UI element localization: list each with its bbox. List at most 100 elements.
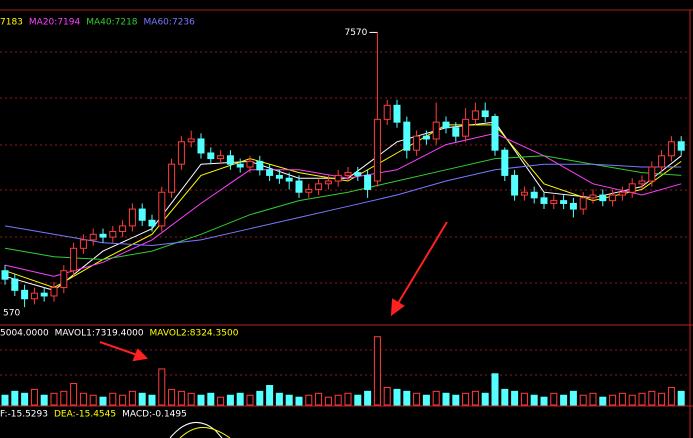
volume-bar — [138, 392, 146, 406]
volume-bar — [393, 388, 401, 406]
candle-body — [511, 174, 519, 196]
candle-body — [109, 230, 117, 238]
candle-body — [452, 127, 460, 137]
volume-bar — [511, 390, 519, 406]
legend-entry: DEA:-15.4545 — [54, 410, 116, 420]
volume-bar — [648, 390, 656, 406]
candle-body — [393, 104, 401, 123]
volume-bar — [324, 396, 332, 406]
candle-body — [177, 141, 185, 165]
candle-body — [207, 152, 215, 160]
volume-bar — [295, 396, 303, 406]
volume-bar — [60, 390, 68, 406]
candle-body — [364, 174, 372, 190]
candle-body — [187, 138, 195, 143]
volume-bar — [128, 390, 136, 406]
candle-body — [226, 155, 234, 165]
volume-bar — [256, 390, 264, 406]
arrow-head — [132, 348, 149, 362]
legend-entry: 7183 — [0, 18, 23, 28]
ma-line — [4, 155, 682, 261]
volume-bar — [70, 383, 78, 406]
candle-body — [354, 172, 362, 176]
volume-bar — [40, 394, 48, 406]
volume-bar — [79, 392, 87, 406]
volume-bar — [89, 394, 97, 406]
candle-body — [236, 163, 244, 168]
volume-bar — [305, 394, 313, 406]
volume-bar — [481, 392, 489, 406]
volume-bar — [187, 392, 195, 406]
volume-bar — [354, 394, 362, 406]
volume-bar — [207, 392, 215, 406]
volume-bar — [21, 392, 29, 406]
volume-bar — [618, 392, 626, 406]
candle-body — [285, 177, 293, 182]
volume-bar — [344, 392, 352, 406]
ma-line — [4, 163, 682, 247]
candle-body — [501, 149, 509, 176]
volume-bar — [609, 394, 617, 406]
arrow-head — [390, 298, 405, 317]
candle-body — [569, 202, 577, 210]
candle-body — [432, 121, 440, 140]
candle-body — [11, 278, 19, 291]
volume-bar — [471, 390, 479, 406]
volume-bar — [442, 392, 450, 406]
candle-body — [334, 174, 342, 182]
candle-body — [138, 208, 146, 221]
candle-body — [471, 110, 479, 120]
candle-body — [491, 116, 499, 151]
volume-bar — [226, 394, 234, 406]
candle-body — [324, 180, 332, 185]
legend-entry: MA60:7236 — [144, 18, 196, 28]
candle-body — [677, 141, 685, 151]
candle-body — [119, 225, 127, 232]
volume-bar — [677, 390, 685, 406]
candle-body — [217, 155, 225, 160]
volume-bar — [667, 386, 675, 406]
volume-bar — [197, 394, 205, 406]
candle-body — [550, 200, 558, 204]
volume-bar — [217, 396, 225, 406]
volume-bar — [109, 392, 117, 406]
volume-bar — [501, 388, 509, 406]
volume-bar — [1, 394, 9, 406]
candle-body — [344, 172, 352, 176]
volume-bar — [275, 392, 283, 406]
volume-bar — [599, 396, 607, 406]
volume-bar — [30, 388, 38, 406]
candle-body — [305, 188, 313, 193]
volume-bar — [550, 392, 558, 406]
volume-bar — [432, 390, 440, 406]
candle-body — [530, 191, 538, 199]
arrow — [396, 221, 448, 306]
volume-bar — [462, 392, 470, 406]
candle-body — [30, 292, 38, 300]
volume-bar — [236, 392, 244, 406]
annotation-arrows — [99, 221, 448, 362]
volume-bar — [422, 394, 430, 406]
candle-body — [413, 135, 421, 151]
volume-bar — [266, 385, 274, 406]
volume-bar — [119, 394, 127, 406]
candle-body — [128, 208, 136, 227]
candle-body — [442, 121, 450, 129]
volume-bar — [177, 390, 185, 406]
peak-label: 7570 — [344, 28, 367, 38]
volume-bar — [628, 394, 636, 406]
candle-body — [383, 104, 391, 120]
volume-bar — [403, 390, 411, 406]
volume-bar — [560, 394, 568, 406]
candle-body — [256, 160, 264, 171]
legend-entry: MACD:-0.1495 — [122, 410, 187, 420]
volume-bar — [168, 388, 176, 406]
volume-bar — [638, 392, 646, 406]
candle-body — [618, 191, 626, 196]
volume-bar — [148, 394, 156, 406]
macd-line — [179, 427, 231, 438]
candle-body — [168, 163, 176, 193]
